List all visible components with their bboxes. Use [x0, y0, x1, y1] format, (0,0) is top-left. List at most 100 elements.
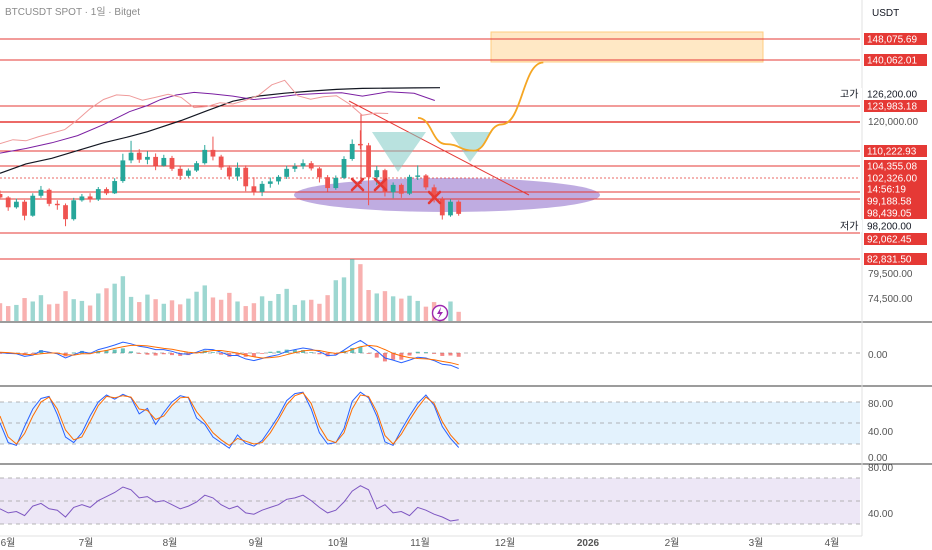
macd-bar: [382, 353, 387, 362]
candle-body: [292, 166, 298, 169]
sma-mid-line: [0, 91, 435, 154]
sma-long-line: [0, 87, 441, 174]
level-lines: [0, 38, 860, 260]
macd-bar: [145, 353, 150, 355]
macd-bar: [0, 353, 2, 354]
volume-bar: [218, 299, 224, 321]
level-label-bg: [864, 100, 927, 112]
level-label[interactable]: 148,075.69: [867, 35, 917, 46]
volume-bar: [22, 298, 27, 321]
volume-bar: [104, 288, 109, 321]
macd-bar: [423, 352, 428, 353]
macd-bar: [219, 353, 224, 355]
level-label[interactable]: 98,200.00: [867, 222, 912, 233]
candle-body: [136, 152, 142, 160]
candle-body: [22, 201, 27, 216]
candle-body: [423, 175, 429, 188]
candle-body: [333, 177, 339, 189]
price-scale-label: 80.00: [868, 399, 893, 410]
chart-title: BTCUSDT SPOT · 1일 · Bitget: [5, 6, 140, 18]
level-label[interactable]: 82,831.50: [867, 255, 912, 266]
macd-bar: [276, 350, 281, 353]
macd-bar: [251, 353, 256, 357]
level-label[interactable]: 126,200.00: [867, 90, 917, 101]
level-label[interactable]: 110,222.93: [867, 147, 917, 158]
macd-bar: [260, 353, 265, 354]
candle-body: [357, 143, 363, 146]
x-marker-2: [373, 177, 388, 192]
level-labels[interactable]: 148,075.69 140,062.01 고가 126,200.00123,983.…: [838, 33, 927, 266]
volume-bar: [366, 290, 371, 321]
volume-bar: [177, 304, 183, 321]
macd-bar: [350, 347, 355, 353]
price-scale-label: 79,500.00: [868, 269, 913, 280]
left-shoulder-shape[interactable]: [372, 132, 426, 172]
level-label[interactable]: 99,188.58: [867, 197, 912, 208]
level-prefix-bg: [838, 88, 862, 100]
volume-bar: [333, 280, 339, 321]
macd-bar: [153, 353, 158, 356]
volume-bar: [227, 292, 232, 321]
support-ellipse[interactable]: [294, 178, 600, 212]
x-marker-3: [427, 190, 442, 205]
level-label[interactable]: 102,326.00: [867, 174, 917, 185]
candle-body: [439, 199, 445, 216]
macd-bar: [391, 353, 396, 360]
trend-line[interactable]: [348, 100, 530, 196]
candle-body: [448, 201, 453, 216]
level-label[interactable]: 14:56:19: [867, 185, 906, 196]
level-label[interactable]: 92,062.45: [867, 235, 912, 246]
time-axis-label: 11월: [410, 537, 430, 549]
volume-bar: [374, 293, 379, 321]
volume-bar: [390, 296, 396, 321]
x-marker-1: [350, 177, 365, 192]
projection-curve[interactable]: [417, 61, 544, 152]
target-zone[interactable]: [490, 31, 764, 63]
candle-body: [54, 203, 60, 206]
currency-label: USDT: [872, 8, 899, 19]
candle-body: [235, 167, 240, 177]
stoch-band: [0, 402, 860, 444]
candle-body: [30, 195, 36, 216]
volume-bar: [292, 304, 298, 321]
volume-bar: [63, 291, 68, 321]
level-label-bg: [864, 220, 927, 232]
price-scale-label: 74,500.00: [868, 294, 913, 305]
candle-body: [13, 201, 19, 208]
candle-body: [79, 196, 85, 201]
level-prefix: 저가: [840, 221, 858, 233]
candle-body: [456, 201, 462, 214]
price-scale-label: 40.00: [868, 427, 893, 438]
right-shoulder-shape[interactable]: [450, 132, 492, 162]
level-label-bg: [864, 233, 927, 245]
level-label[interactable]: 98,439.05: [867, 209, 912, 220]
volume-bar: [243, 306, 248, 321]
volume-bar: [309, 299, 314, 321]
volume-bar: [382, 291, 388, 321]
volume-bar: [235, 301, 240, 321]
candle-body: [5, 197, 11, 208]
candle-body: [431, 187, 437, 200]
macd-bar: [178, 353, 183, 356]
level-label[interactable]: 140,062.01: [867, 56, 917, 67]
lightning-icon[interactable]: [431, 304, 449, 322]
time-axis-label: 7월: [79, 537, 94, 549]
volume-bar: [300, 300, 306, 321]
level-label-bg: [864, 253, 927, 265]
price-scale-labels: 120,000.0079,500.0074,500.000.0080.0040.…: [868, 117, 918, 520]
volume-bar: [161, 303, 167, 321]
macd-bar: [210, 352, 215, 353]
volume-bar: [251, 303, 257, 321]
level-label[interactable]: 104,355.08: [867, 162, 917, 173]
macd-bar: [374, 353, 379, 358]
volume-bar: [276, 294, 281, 321]
time-axis-label: 8월: [163, 537, 178, 549]
time-axis-label: 2026: [577, 538, 600, 549]
candle-body: [276, 176, 281, 182]
level-label[interactable]: 123,983.18: [867, 102, 917, 113]
level-label-bg: [864, 33, 927, 45]
volume-bar: [407, 295, 412, 321]
volume-bar: [71, 299, 76, 321]
